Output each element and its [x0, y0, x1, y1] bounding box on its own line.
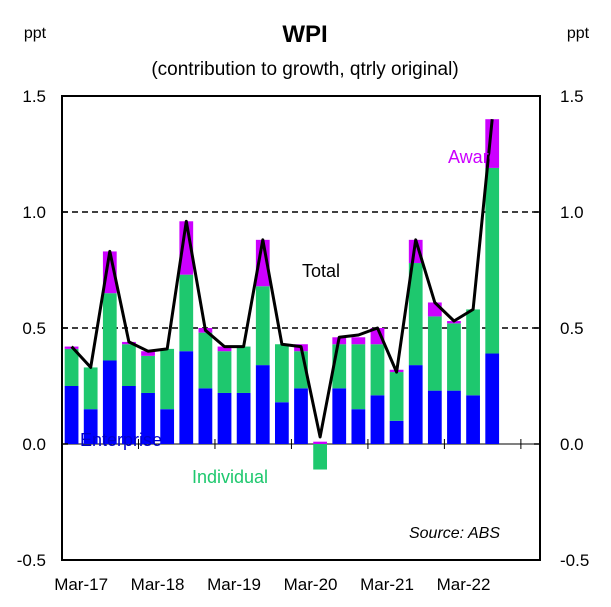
bar-enterprise-21 [466, 395, 480, 444]
bar-individual-19 [427, 316, 442, 391]
bar-enterprise-10 [255, 365, 270, 444]
bar-individual-1 [83, 367, 98, 410]
bar-individual-4 [141, 355, 155, 393]
y-axis-label-left: ppt [24, 25, 47, 42]
x-tick-label: Mar-19 [207, 575, 261, 594]
y-tick-label-right: 0.0 [560, 435, 584, 454]
bar-individual-20 [447, 323, 461, 391]
bar-enterprise-6 [179, 351, 194, 444]
x-tick-label: Mar-20 [284, 575, 338, 594]
bar-individual-17 [389, 372, 404, 421]
x-tick-label: Mar-21 [360, 575, 414, 594]
bar-enterprise-5 [160, 409, 175, 444]
bar-individual-11 [274, 344, 289, 403]
bar-enterprise-2 [102, 360, 117, 444]
bar-individual-13 [313, 444, 328, 470]
y-tick-label-left: 0.5 [22, 319, 46, 338]
bar-individual-8 [217, 351, 232, 393]
bar-enterprise-14 [332, 388, 347, 444]
bar-individual-0 [64, 348, 79, 386]
y-tick-label-left: 0.0 [22, 435, 46, 454]
bar-award-15 [351, 337, 366, 345]
y-tick-label-left: -0.5 [17, 551, 46, 570]
chart-subtitle: (contribution to growth, qtrly original) [151, 59, 458, 80]
bar-award-13 [313, 441, 328, 444]
bar-individual-18 [408, 263, 423, 366]
bar-individual-16 [370, 344, 385, 396]
bar-individual-5 [160, 348, 175, 410]
x-tick-label: Mar-17 [54, 575, 108, 594]
bar-individual-7 [198, 332, 213, 389]
bar-enterprise-9 [236, 392, 251, 444]
y-tick-label-left: 1.5 [22, 87, 46, 106]
bar-enterprise-7 [198, 388, 213, 444]
plot-frame [61, 95, 541, 561]
y-tick-label-left: 1.0 [22, 203, 46, 222]
bar-enterprise-12 [294, 388, 308, 444]
bar-enterprise-0 [64, 386, 79, 444]
bar-award-4 [141, 351, 155, 356]
bar-enterprise-1 [83, 409, 98, 444]
y-tick-label-right: 0.5 [560, 319, 584, 338]
x-tick-label: Mar-22 [437, 575, 491, 594]
annotation-total: Total [302, 261, 340, 281]
annotation-enterprise: Enterprise [80, 430, 162, 450]
bar-enterprise-18 [408, 365, 423, 444]
y-tick-label-right: -0.5 [560, 551, 589, 570]
y-tick-label-right: 1.5 [560, 87, 584, 106]
bar-individual-15 [351, 344, 366, 410]
bar-enterprise-20 [447, 390, 461, 444]
x-tick-label: Mar-18 [131, 575, 185, 594]
bar-enterprise-11 [274, 402, 289, 444]
bar-award-8 [217, 346, 232, 352]
y-axis-label-right: ppt [567, 25, 590, 42]
bar-enterprise-16 [370, 395, 385, 444]
annotation-individual: Individual [192, 467, 268, 487]
y-tick-label-right: 1.0 [560, 203, 584, 222]
bar-award-16 [370, 328, 385, 345]
source-note: Source: ABS [409, 525, 500, 542]
bar-individual-9 [236, 346, 251, 393]
chart-title: WPI [282, 21, 327, 48]
bar-enterprise-8 [217, 392, 232, 444]
bar-individual-10 [255, 286, 270, 366]
bar-individual-2 [102, 293, 117, 361]
bar-individual-3 [122, 344, 136, 386]
bar-enterprise-15 [351, 409, 366, 444]
annotation-award: Award [448, 147, 499, 167]
bar-enterprise-17 [389, 420, 404, 444]
bar-enterprise-3 [122, 386, 136, 444]
bar-enterprise-4 [141, 392, 155, 444]
bar-enterprise-22 [485, 353, 500, 444]
bar-enterprise-19 [427, 390, 442, 444]
bar-individual-6 [179, 274, 194, 352]
total-line [70, 119, 494, 439]
bar-individual-21 [466, 309, 480, 396]
bar-individual-22 [485, 167, 500, 354]
